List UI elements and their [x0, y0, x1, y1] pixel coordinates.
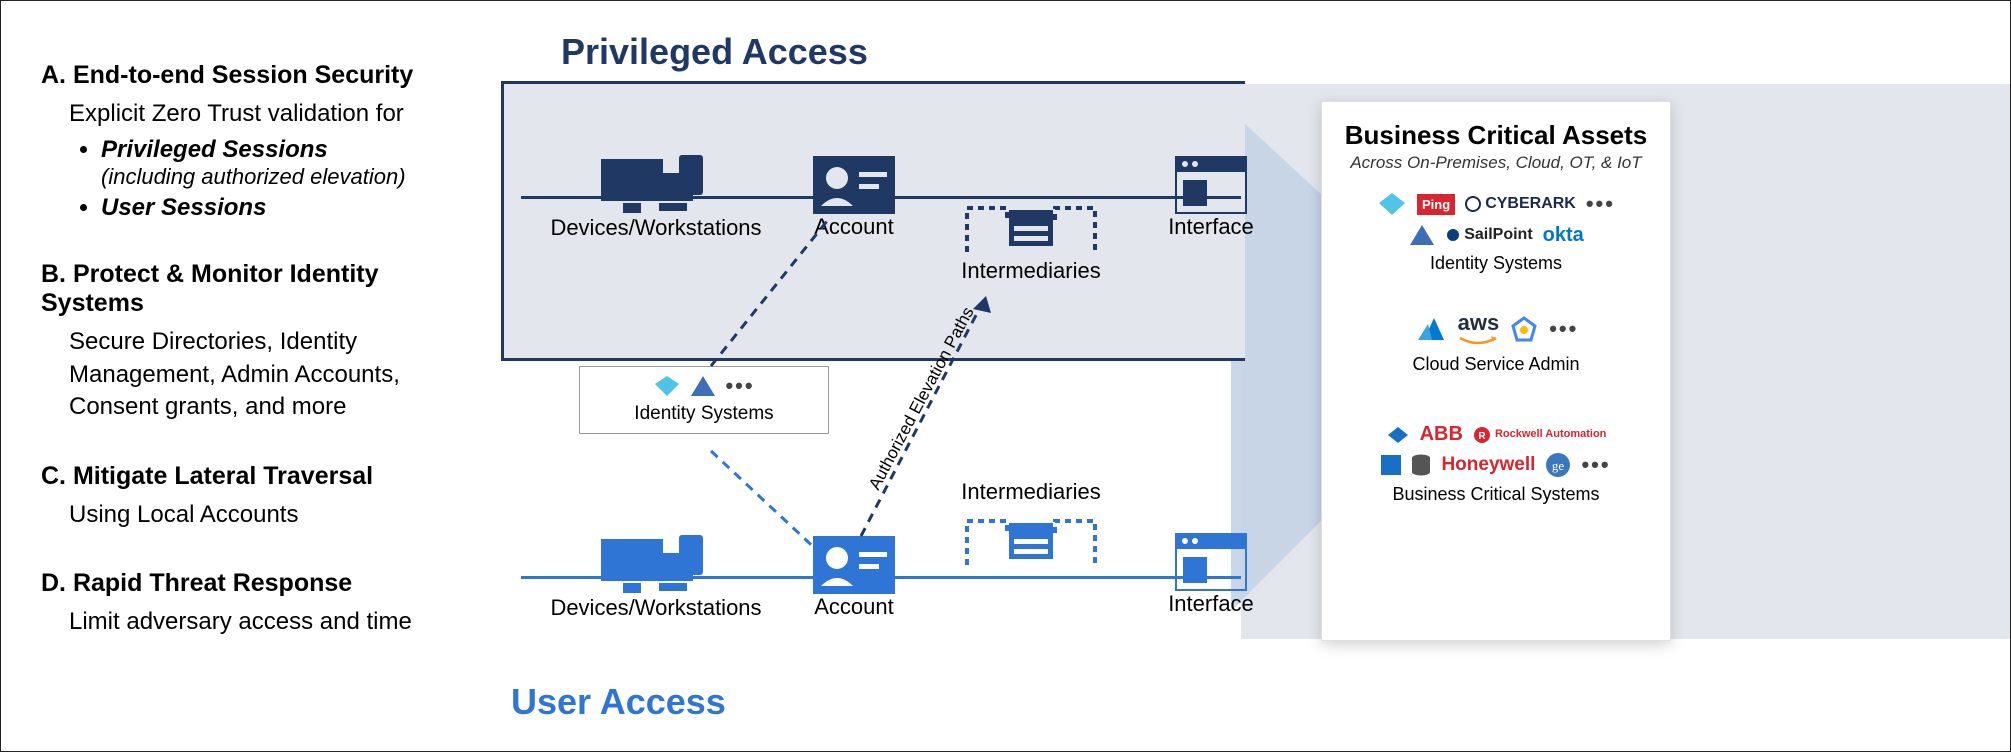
item-d-title: D. Rapid Threat Response — [41, 569, 471, 598]
bullet-user-sessions: User Sessions — [101, 194, 471, 222]
cyberark-logo: CYBERARK — [1465, 195, 1576, 213]
assets-panel: Business Critical Assets Across On-Premi… — [1321, 101, 1671, 641]
vendor-row-identity: Ping CYBERARK ••• — [1342, 191, 1650, 217]
abb-logo: ABB — [1420, 423, 1463, 446]
ellipsis-icon: ••• — [1581, 452, 1610, 478]
ping-logo: Ping — [1417, 194, 1455, 215]
sailpoint-logo: SailPoint — [1446, 226, 1532, 244]
sidebar: A. End-to-end Session Security Explicit … — [1, 1, 501, 751]
honeywell-logo: Honeywell — [1441, 454, 1535, 476]
rockwell-logo: RRockwell Automation — [1473, 426, 1606, 444]
assets-subtitle: Across On-Premises, Cloud, OT, & IoT — [1342, 153, 1650, 173]
item-d-desc: Limit adversary access and time — [41, 606, 471, 638]
gcp-icon — [1509, 314, 1539, 344]
svg-text:ge: ge — [1552, 458, 1565, 473]
item-a-desc: Explicit Zero Trust validation for — [41, 98, 471, 130]
diagram-frame: A. End-to-end Session Security Explicit … — [0, 0, 2011, 752]
connectors — [501, 1, 1301, 701]
assets-title: Business Critical Assets — [1342, 120, 1650, 151]
ellipsis-icon: ••• — [1549, 316, 1578, 342]
dynamics-icon — [1381, 455, 1401, 475]
bullet-priv-sessions: Privileged Sessions (including authorize… — [101, 136, 471, 190]
item-c-title: C. Mitigate Lateral Traversal — [41, 462, 471, 491]
item-b-desc: Secure Directories, Identity Management,… — [41, 326, 471, 423]
item-a-title: A. End-to-end Session Security — [41, 61, 471, 90]
sidebar-item-a: A. End-to-end Session Security Explicit … — [41, 61, 471, 222]
database-icon — [1411, 454, 1431, 476]
azure-icon — [1414, 314, 1448, 344]
aws-logo: aws — [1458, 310, 1500, 348]
azuread-icon — [1377, 191, 1407, 217]
diagram-canvas: Privileged Access Devices/Workstations — [501, 1, 2010, 751]
okta-logo: okta — [1543, 224, 1584, 247]
identity-systems-label: Identity Systems — [1342, 253, 1650, 274]
item-a-bullets: Privileged Sessions (including authorize… — [41, 136, 471, 222]
vendor-row-identity-2: SailPoint okta — [1342, 223, 1650, 247]
vendor-row-bcs-2: Honeywell ge ••• — [1342, 452, 1650, 478]
item-b-title: B. Protect & Monitor Identity Systems — [41, 260, 471, 318]
sidebar-item-b: B. Protect & Monitor Identity Systems Se… — [41, 260, 471, 423]
cloud-admin-label: Cloud Service Admin — [1342, 354, 1650, 375]
sap-icon — [1386, 425, 1410, 445]
ge-icon: ge — [1545, 452, 1571, 478]
vendor-row-bcs: ABB RRockwell Automation — [1342, 423, 1650, 446]
sidebar-item-c: C. Mitigate Lateral Traversal Using Loca… — [41, 462, 471, 531]
ad-icon — [1408, 223, 1436, 247]
sidebar-item-d: D. Rapid Threat Response Limit adversary… — [41, 569, 471, 638]
vendor-row-cloud: aws ••• — [1342, 310, 1650, 348]
ellipsis-icon: ••• — [1586, 191, 1615, 217]
item-c-desc: Using Local Accounts — [41, 499, 471, 531]
svg-text:R: R — [1478, 431, 1486, 442]
bcs-label: Business Critical Systems — [1342, 484, 1650, 505]
